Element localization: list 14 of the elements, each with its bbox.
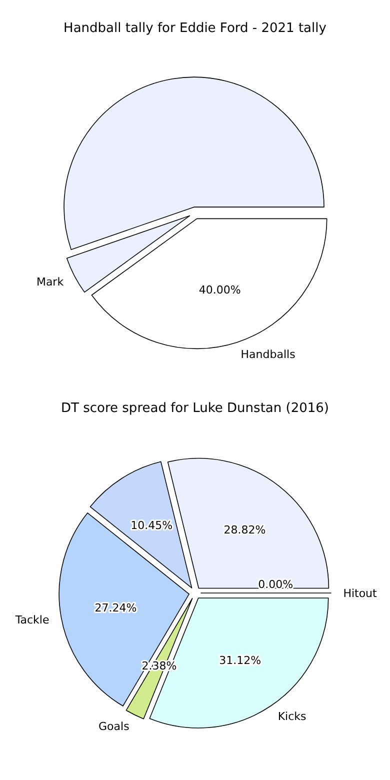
category-label: Hitout bbox=[343, 587, 377, 600]
slice-label: Tackle bbox=[14, 614, 50, 627]
data-label: 28.82% bbox=[224, 524, 266, 537]
data-label: 10.45% bbox=[130, 519, 173, 532]
slice-label: Mark bbox=[36, 276, 64, 289]
data-label: 40.00% bbox=[198, 284, 241, 297]
data-label: 27.24% bbox=[94, 602, 137, 615]
chart-title: Handball tally for Eddie Ford - 2021 tally bbox=[64, 21, 327, 36]
slice-label: Goals bbox=[98, 720, 130, 733]
data-label: 31.12% bbox=[219, 654, 262, 667]
slice-label: Kicks bbox=[278, 710, 307, 723]
text: 0.00% bbox=[258, 578, 294, 591]
chart-title: DT score spread for Luke Dunstan (2016) bbox=[61, 401, 329, 416]
slice-label: Handballs bbox=[240, 348, 296, 361]
